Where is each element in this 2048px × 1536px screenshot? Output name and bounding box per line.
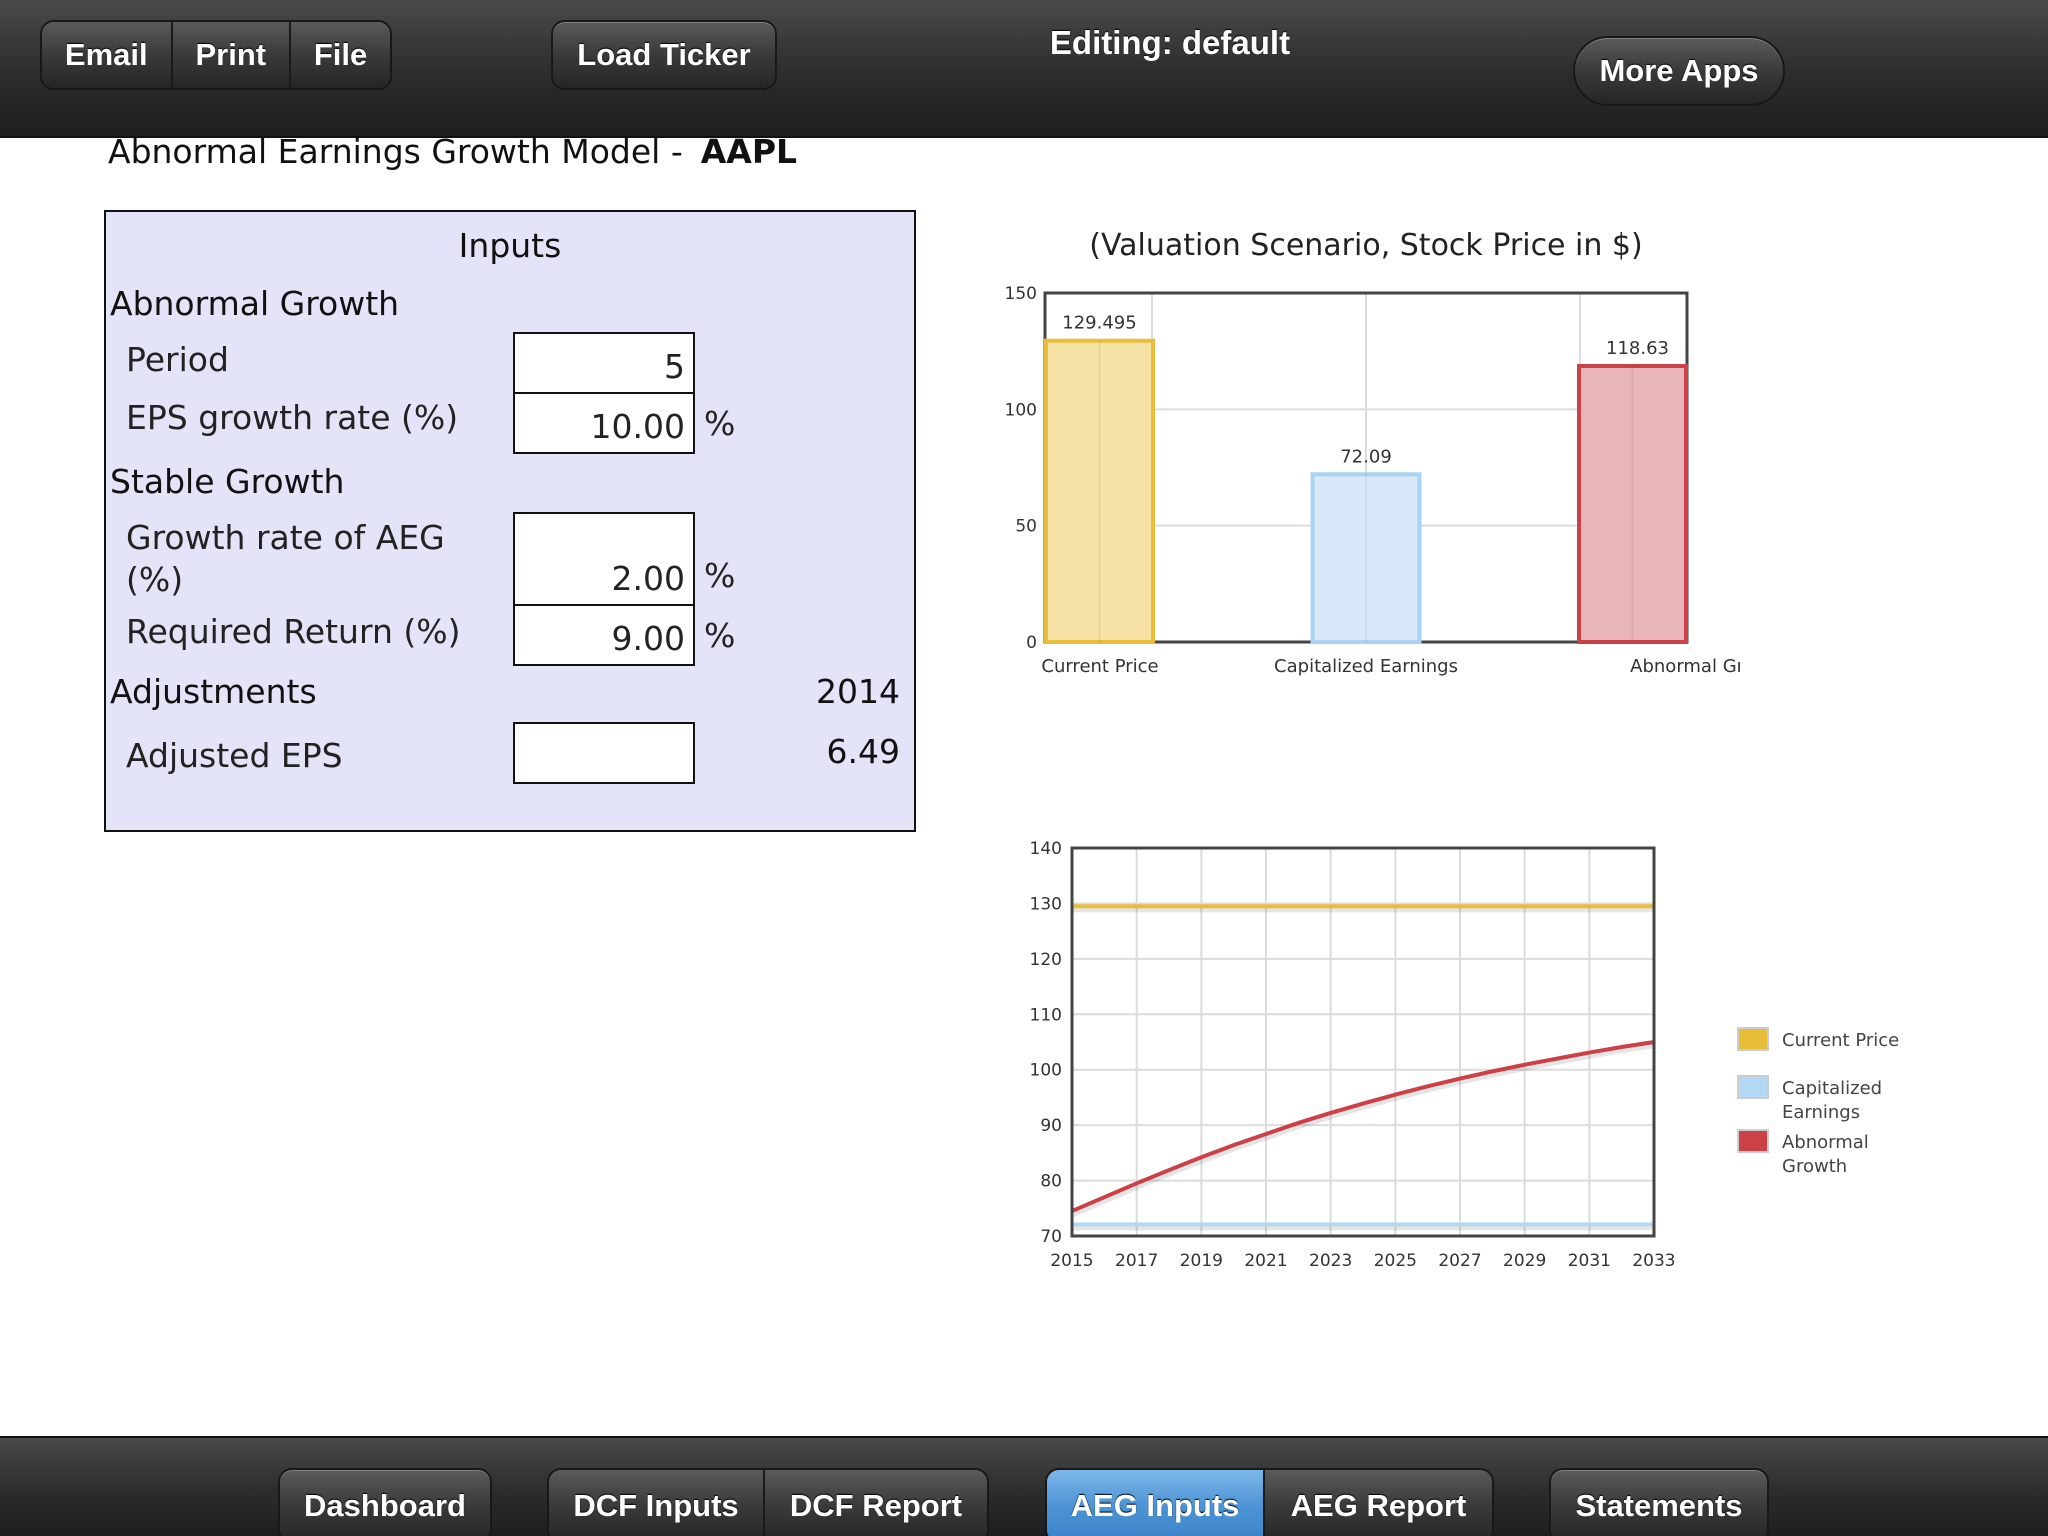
line-x-tick-label: 2027 — [1438, 1251, 1481, 1271]
bar-category-label: Abnormal Growth — [1630, 656, 1740, 677]
bar — [1044, 338, 1155, 644]
line-x-tick-label: 2029 — [1503, 1251, 1546, 1271]
line-y-tick-label: 100 — [1030, 1061, 1062, 1081]
line-y-tick-label: 80 — [1040, 1172, 1062, 1192]
bar-category-label: Capitalized Earnings — [1274, 656, 1458, 677]
line-y-tick-label: 140 — [1030, 839, 1062, 859]
adjusted-eps-value: 6.49 — [826, 732, 900, 771]
bar-category-label: Current Price — [1041, 656, 1158, 677]
line-x-tick-label: 2019 — [1180, 1251, 1223, 1271]
page-title-text: Abnormal Earnings Growth Model - — [108, 132, 683, 171]
print-button[interactable]: Print — [172, 22, 292, 88]
more-apps-button[interactable]: More Apps — [1573, 36, 1785, 106]
line-plot-frame — [1070, 846, 1656, 1238]
dcf-segment: DCF Inputs DCF Report — [547, 1468, 989, 1536]
line-y-tick-label: 120 — [1030, 950, 1062, 970]
stable-growth-heading: Stable Growth — [110, 462, 345, 501]
line-y-tick-label: 70 — [1040, 1227, 1062, 1247]
adjustments-heading: Adjustments — [110, 672, 317, 711]
projection-line-chart: 70 80 90 100 110 120 130 140 2015 2017 2019 2021 202… — [1030, 839, 1900, 1271]
aeg-rate-label-line2: (%) — [126, 560, 184, 599]
valuation-bar-chart: (Valuation Scenario, Stock Price in $) 0 5… — [1005, 228, 1740, 677]
bar-value-label: 129.495 — [1062, 313, 1136, 334]
top-toolbar: Email Print File Load Ticker Editing: de… — [0, 0, 2048, 138]
dcf-inputs-tab[interactable]: DCF Inputs — [549, 1470, 766, 1536]
legend-swatch — [1737, 1027, 1769, 1051]
statements-tab[interactable]: Statements — [1549, 1468, 1769, 1536]
adjustments-year: 2014 — [816, 672, 900, 711]
aeg-rate-unit: % — [704, 556, 736, 595]
aeg-inputs-tab[interactable]: AEG Inputs — [1047, 1470, 1266, 1536]
legend-label: Capitalized — [1782, 1078, 1882, 1099]
legend-label: Growth — [1782, 1156, 1847, 1177]
required-return-input[interactable]: 9.00 — [513, 604, 695, 666]
bar-value-label: 118.63 — [1606, 338, 1669, 359]
bar-y-tick-label: 50 — [1015, 517, 1037, 537]
bar-chart-title: (Valuation Scenario, Stock Price in $) — [1089, 228, 1642, 263]
line-y-tick-label: 90 — [1040, 1116, 1062, 1136]
load-ticker-button[interactable]: Load Ticker — [551, 20, 777, 90]
bar-y-tick-label: 0 — [1026, 633, 1037, 653]
share-segment: Email Print File — [40, 20, 392, 90]
eps-growth-unit: % — [704, 404, 736, 443]
legend-label: Earnings — [1782, 1102, 1860, 1123]
eps-growth-label: EPS growth rate (%) — [126, 398, 459, 437]
line-x-tick-label: 2033 — [1632, 1251, 1675, 1271]
aeg-segment: AEG Inputs AEG Report — [1045, 1468, 1494, 1536]
aeg-report-tab[interactable]: AEG Report — [1265, 1470, 1492, 1536]
bar-y-tick-label: 100 — [1005, 400, 1037, 420]
legend-swatch — [1737, 1129, 1769, 1153]
line-x-tick-label: 2017 — [1115, 1251, 1158, 1271]
eps-growth-input[interactable]: 10.00 — [513, 392, 695, 454]
line-x-tick-label: 2021 — [1244, 1251, 1287, 1271]
bottom-nav-bar: Dashboard DCF Inputs DCF Report AEG Inpu… — [0, 1436, 2048, 1536]
legend-swatch — [1737, 1075, 1769, 1099]
aeg-rate-input[interactable]: 2.00 — [513, 512, 695, 606]
ticker-symbol: AAPL — [700, 132, 798, 171]
file-button[interactable]: File — [291, 22, 390, 88]
bar — [1577, 363, 1688, 645]
line-x-tick-label: 2031 — [1568, 1251, 1611, 1271]
bar-value-label: 72.09 — [1340, 446, 1392, 467]
bar — [1310, 472, 1422, 644]
dcf-report-tab[interactable]: DCF Report — [765, 1470, 987, 1536]
editing-status: Editing: default — [1049, 24, 1291, 61]
inputs-panel-title: Inputs — [458, 226, 562, 265]
line-y-tick-label: 110 — [1030, 1005, 1062, 1025]
period-input[interactable]: 5 — [513, 332, 695, 394]
adjusted-eps-input[interactable] — [513, 722, 695, 784]
legend-label: Abnormal — [1782, 1132, 1869, 1153]
aeg-rate-label-line1: Growth rate of AEG — [126, 518, 445, 557]
line-x-tick-label: 2015 — [1050, 1251, 1093, 1271]
required-return-unit: % — [704, 616, 736, 655]
page-title: Abnormal Earnings Growth Model - AAPL — [108, 132, 797, 171]
required-return-label: Required Return (%) — [126, 612, 461, 651]
line-x-tick-label: 2025 — [1374, 1251, 1417, 1271]
period-label: Period — [126, 340, 229, 379]
line-y-tick-label: 130 — [1030, 894, 1062, 914]
abnormal-growth-heading: Abnormal Growth — [110, 284, 400, 323]
line-x-tick-label: 2023 — [1309, 1251, 1352, 1271]
adjusted-eps-label: Adjusted EPS — [126, 736, 343, 775]
line-series-shadow — [1071, 1042, 1656, 1217]
bar-y-tick-label: 150 — [1005, 284, 1037, 304]
email-button[interactable]: Email — [42, 22, 173, 88]
legend-label: Current Price — [1782, 1030, 1899, 1051]
inputs-panel: Inputs Abnormal Growth Period 5 EPS grow… — [104, 210, 916, 832]
dashboard-tab[interactable]: Dashboard — [278, 1468, 492, 1536]
line-series — [1071, 1040, 1655, 1213]
